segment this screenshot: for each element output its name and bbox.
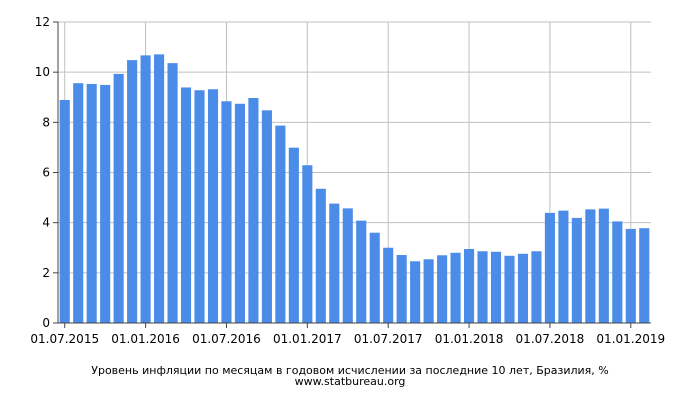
bar <box>396 255 407 323</box>
bar <box>302 165 313 323</box>
x-tick-label: 01.01.2018 <box>435 332 504 346</box>
bar <box>410 261 421 323</box>
bar <box>234 103 245 323</box>
bar <box>612 221 623 323</box>
bar <box>73 83 84 323</box>
bar <box>558 210 569 323</box>
y-tick-label: 4 <box>42 216 50 230</box>
bar <box>639 228 650 323</box>
y-tick-label: 6 <box>42 166 50 180</box>
bar <box>477 251 488 323</box>
bar <box>167 63 178 324</box>
bar <box>261 110 272 323</box>
bar <box>437 255 448 323</box>
x-tick-label: 01.07.2017 <box>354 332 423 346</box>
bar <box>248 98 259 323</box>
chart-title: Уровень инфляции по месяцам в годовом ис… <box>91 364 609 377</box>
x-tick-label: 01.01.2019 <box>596 332 665 346</box>
y-tick-label: 2 <box>42 266 50 280</box>
bar <box>464 249 475 323</box>
y-tick-label: 0 <box>42 316 50 330</box>
bar <box>571 217 582 323</box>
x-tick-label: 01.01.2016 <box>111 332 180 346</box>
bar <box>517 253 529 323</box>
bar <box>504 255 515 323</box>
x-tick-label: 01.07.2016 <box>192 332 261 346</box>
bar <box>194 90 205 323</box>
bar <box>275 125 286 323</box>
y-tick-label: 10 <box>35 65 50 79</box>
bar <box>100 84 111 323</box>
bar <box>356 220 367 323</box>
bar <box>315 188 326 323</box>
bar <box>544 212 555 323</box>
bar <box>585 209 596 323</box>
bar <box>450 252 461 323</box>
bar <box>221 101 232 323</box>
x-tick-label: 01.01.2017 <box>273 332 342 346</box>
bar <box>598 208 609 323</box>
bar <box>288 147 299 323</box>
bar <box>207 89 219 324</box>
bar <box>59 100 70 324</box>
y-tick-label: 8 <box>42 115 50 129</box>
bar <box>490 251 502 323</box>
bar <box>140 55 151 323</box>
bar <box>423 259 434 323</box>
bar <box>342 208 353 323</box>
bar <box>86 83 97 323</box>
x-tick-label: 01.07.2018 <box>516 332 585 346</box>
bar <box>113 73 124 323</box>
bar <box>531 251 542 323</box>
bar <box>127 60 138 323</box>
x-tick-label: 01.07.2015 <box>30 332 99 346</box>
bar <box>369 232 380 323</box>
bar <box>383 247 394 323</box>
bar <box>625 228 636 323</box>
y-tick-label: 12 <box>35 15 50 29</box>
bar <box>180 87 192 323</box>
bar <box>329 203 340 323</box>
bar <box>154 54 165 324</box>
chart-source: www.statbureau.org <box>294 375 406 388</box>
